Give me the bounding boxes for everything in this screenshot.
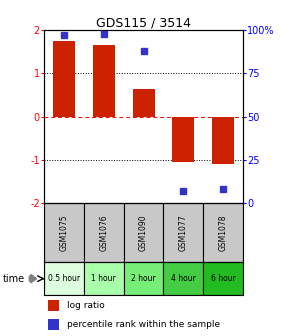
Bar: [53, 41, 75, 117]
Bar: [44, 203, 84, 262]
Bar: [124, 203, 163, 262]
Text: GSM1075: GSM1075: [59, 214, 68, 251]
Text: 1 hour: 1 hour: [91, 274, 116, 283]
Bar: [84, 262, 124, 295]
Bar: [163, 262, 203, 295]
Text: 6 hour: 6 hour: [211, 274, 236, 283]
Bar: [133, 89, 154, 117]
Bar: [48, 300, 59, 311]
Text: GSM1078: GSM1078: [219, 214, 228, 251]
Bar: [163, 203, 203, 262]
Text: 4 hour: 4 hour: [171, 274, 196, 283]
Bar: [124, 262, 163, 295]
Text: log ratio: log ratio: [67, 301, 105, 310]
Text: GSM1077: GSM1077: [179, 214, 188, 251]
Title: GDS115 / 3514: GDS115 / 3514: [96, 16, 191, 29]
Bar: [203, 262, 243, 295]
Bar: [48, 319, 59, 330]
Text: 2 hour: 2 hour: [131, 274, 156, 283]
Text: percentile rank within the sample: percentile rank within the sample: [67, 320, 220, 329]
Bar: [173, 117, 194, 162]
Bar: [203, 203, 243, 262]
Bar: [44, 262, 84, 295]
Bar: [93, 45, 115, 117]
Bar: [212, 117, 234, 164]
Text: GSM1090: GSM1090: [139, 214, 148, 251]
Text: time: time: [3, 274, 25, 284]
Text: 0.5 hour: 0.5 hour: [48, 274, 80, 283]
Bar: [84, 203, 124, 262]
Text: GSM1076: GSM1076: [99, 214, 108, 251]
